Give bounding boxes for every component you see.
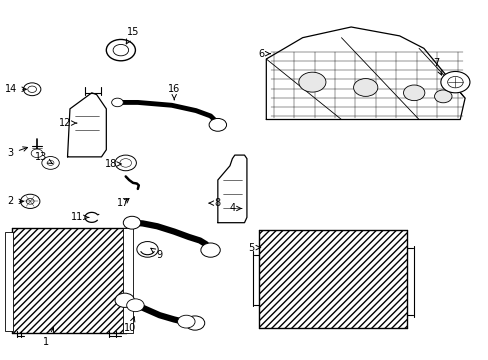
Text: 11: 11 (71, 212, 89, 222)
Circle shape (115, 155, 136, 171)
Text: 14: 14 (5, 84, 26, 94)
Circle shape (20, 194, 40, 208)
Text: 17: 17 (117, 198, 129, 208)
Bar (259, 230, 406, 328)
Bar (4, 231, 13, 331)
Circle shape (403, 85, 424, 101)
Text: 9: 9 (150, 248, 163, 260)
Polygon shape (217, 155, 246, 223)
Text: 2: 2 (8, 196, 23, 206)
Circle shape (353, 78, 377, 96)
Circle shape (31, 149, 43, 158)
Circle shape (28, 86, 37, 93)
Circle shape (123, 216, 141, 229)
Circle shape (440, 72, 469, 93)
Polygon shape (67, 93, 106, 157)
Circle shape (434, 90, 451, 103)
Text: 5: 5 (248, 243, 260, 253)
Circle shape (201, 243, 220, 257)
Text: 1: 1 (42, 328, 54, 347)
Text: 10: 10 (124, 317, 137, 333)
Circle shape (126, 299, 144, 312)
Text: 4: 4 (229, 203, 241, 213)
Text: 6: 6 (258, 49, 270, 59)
Circle shape (47, 161, 54, 165)
Circle shape (106, 40, 135, 61)
Circle shape (26, 198, 34, 204)
Text: 13: 13 (35, 152, 52, 163)
Circle shape (447, 76, 462, 88)
Circle shape (111, 98, 123, 107)
Circle shape (120, 159, 131, 167)
Circle shape (42, 157, 59, 169)
Text: 16: 16 (168, 84, 180, 100)
Circle shape (115, 293, 134, 307)
Circle shape (137, 242, 158, 257)
Circle shape (298, 72, 325, 92)
Text: 3: 3 (8, 147, 27, 158)
Text: 8: 8 (208, 198, 221, 208)
Polygon shape (266, 27, 464, 120)
Circle shape (23, 83, 41, 96)
Circle shape (209, 118, 226, 131)
Bar (123, 228, 133, 333)
Bar (12, 228, 125, 333)
Text: 7: 7 (432, 58, 441, 75)
Text: 15: 15 (126, 27, 139, 44)
Text: 18: 18 (105, 159, 121, 169)
Circle shape (113, 44, 128, 56)
Circle shape (177, 315, 195, 328)
Text: 12: 12 (59, 118, 77, 128)
Circle shape (185, 316, 204, 330)
